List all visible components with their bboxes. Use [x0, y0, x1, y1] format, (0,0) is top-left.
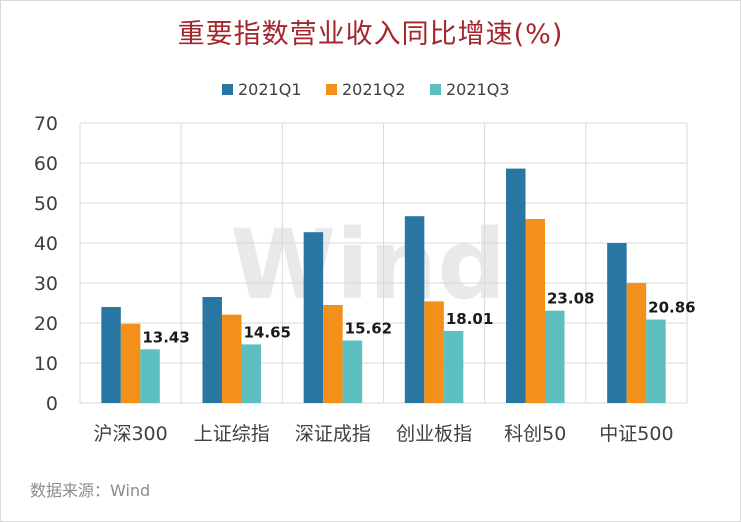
bar [202, 297, 222, 403]
y-tick-label: 60 [34, 153, 58, 175]
y-tick-label: 40 [34, 233, 58, 255]
watermark: Wind [230, 209, 506, 321]
legend-label: 2021Q3 [446, 80, 510, 99]
bar [323, 305, 343, 403]
bar [342, 340, 363, 403]
data-label: 23.08 [547, 290, 594, 308]
data-labels: 13.43 14.65 15.62 18.01 23.08 20.86 [142, 290, 695, 347]
bars [101, 168, 666, 403]
legend-label: 2021Q1 [238, 80, 302, 99]
data-label: 13.43 [142, 328, 189, 346]
bar [303, 232, 324, 403]
x-tick-label: 深证成指 [295, 423, 371, 445]
y-tick-label: 20 [34, 313, 58, 335]
x-tick-label: 科创50 [504, 423, 566, 445]
x-tick-label: 沪深300 [93, 423, 167, 445]
bar [241, 344, 261, 403]
y-axis: 0 10 20 30 40 50 60 70 [34, 113, 58, 415]
data-label: 18.01 [446, 310, 493, 328]
legend-swatch [326, 84, 337, 95]
legend-label: 2021Q2 [342, 80, 406, 99]
grid [79, 122, 688, 404]
y-tick-label: 50 [34, 193, 58, 215]
data-label: 15.62 [345, 320, 392, 338]
y-tick-label: 30 [34, 273, 58, 295]
bar [140, 349, 160, 403]
bar [101, 307, 121, 403]
data-label: 20.86 [648, 299, 695, 317]
data-label: 14.65 [244, 323, 291, 341]
x-tick-label: 创业板指 [396, 423, 472, 445]
legend-swatch [430, 84, 441, 95]
x-tick-label: 上证综指 [194, 423, 270, 445]
chart-title: 重要指数营业收入同比增速(%) [177, 19, 564, 50]
bar [222, 314, 242, 403]
bar [646, 319, 666, 403]
x-axis: 沪深300 上证综指 深证成指 创业板指 科创50 中证500 [93, 423, 673, 445]
bar [120, 323, 141, 403]
bar [607, 243, 627, 403]
bar [443, 330, 464, 403]
y-tick-label: 70 [34, 113, 58, 135]
bar [424, 301, 444, 403]
bar [506, 168, 526, 403]
legend-swatch [222, 84, 233, 95]
bar [545, 310, 565, 403]
bar [404, 216, 425, 403]
legend: 2021Q1 2021Q2 2021Q3 [222, 80, 510, 99]
y-tick-label: 10 [34, 353, 58, 375]
source-note: 数据来源：Wind [30, 481, 151, 500]
x-tick-label: 中证500 [599, 423, 673, 445]
bar [626, 283, 647, 403]
bar [525, 219, 545, 403]
y-tick-label: 0 [46, 393, 58, 415]
